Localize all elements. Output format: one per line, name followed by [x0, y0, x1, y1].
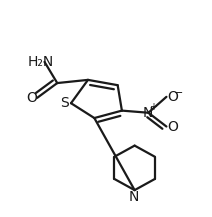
Text: O: O: [167, 120, 178, 133]
Text: −: −: [173, 88, 183, 98]
Text: O: O: [167, 90, 178, 104]
Text: N: N: [128, 190, 139, 204]
Text: N: N: [142, 106, 152, 120]
Text: O: O: [26, 91, 37, 105]
Text: H₂N: H₂N: [27, 55, 53, 69]
Text: S: S: [60, 96, 69, 110]
Text: +: +: [149, 102, 157, 112]
